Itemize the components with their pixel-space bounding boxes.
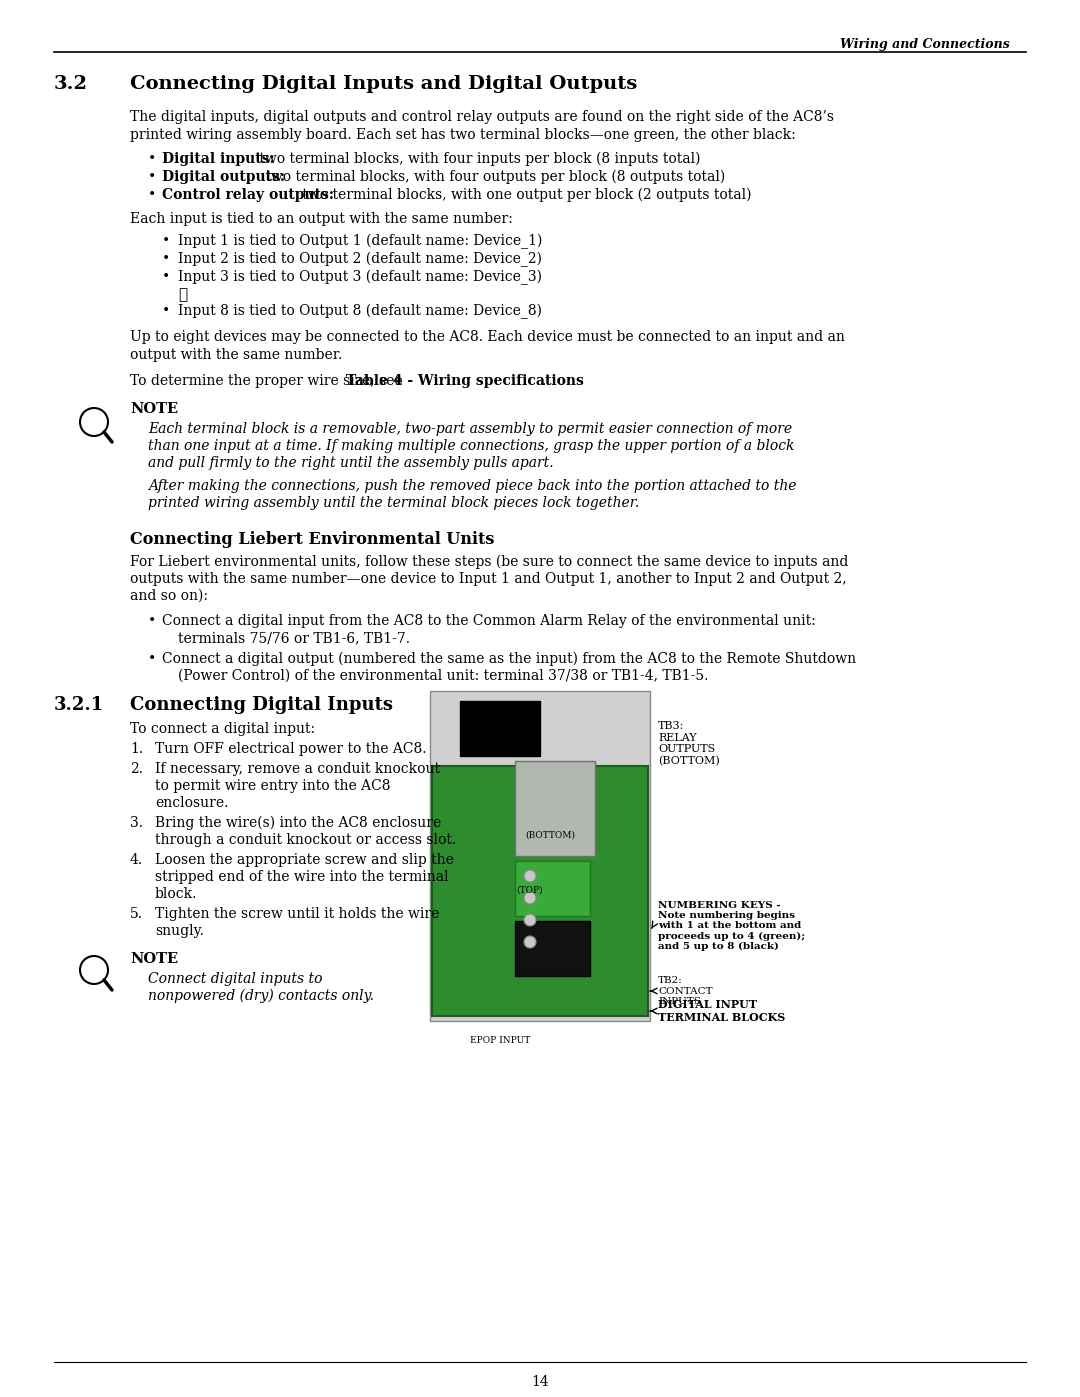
Text: Digital outputs:: Digital outputs: bbox=[162, 170, 285, 184]
Text: output with the same number.: output with the same number. bbox=[130, 348, 342, 362]
Text: Wiring and Connections: Wiring and Connections bbox=[840, 38, 1010, 52]
Text: ⋮: ⋮ bbox=[178, 288, 187, 302]
Text: two terminal blocks, with four inputs per block (8 inputs total): two terminal blocks, with four inputs pe… bbox=[255, 152, 701, 166]
Text: Table 4 - Wiring specifications: Table 4 - Wiring specifications bbox=[347, 374, 584, 388]
Text: •: • bbox=[148, 152, 157, 166]
Circle shape bbox=[524, 870, 536, 882]
FancyBboxPatch shape bbox=[515, 921, 590, 977]
Text: •: • bbox=[148, 652, 157, 666]
Text: and so on):: and so on): bbox=[130, 590, 208, 604]
Text: DIGITAL INPUT
TERMINAL BLOCKS: DIGITAL INPUT TERMINAL BLOCKS bbox=[658, 999, 785, 1023]
Text: outputs with the same number—one device to Input 1 and Output 1, another to Inpu: outputs with the same number—one device … bbox=[130, 571, 847, 585]
Text: 14: 14 bbox=[531, 1375, 549, 1389]
Text: After making the connections, push the removed piece back into the portion attac: After making the connections, push the r… bbox=[148, 479, 797, 493]
Text: to permit wire entry into the AC8: to permit wire entry into the AC8 bbox=[156, 780, 391, 793]
Text: stripped end of the wire into the terminal: stripped end of the wire into the termin… bbox=[156, 870, 448, 884]
Text: (Power Control) of the environmental unit: terminal 37/38 or TB1-4, TB1-5.: (Power Control) of the environmental uni… bbox=[178, 669, 708, 683]
Text: Input 8 is tied to Output 8 (default name: Device_8): Input 8 is tied to Output 8 (default nam… bbox=[178, 305, 542, 320]
Text: Up to eight devices may be connected to the AC8. Each device must be connected t: Up to eight devices may be connected to … bbox=[130, 330, 845, 344]
Text: Turn OFF electrical power to the AC8.: Turn OFF electrical power to the AC8. bbox=[156, 742, 427, 756]
FancyBboxPatch shape bbox=[430, 692, 650, 1021]
Text: TB2:
CONTACT
INPUTS: TB2: CONTACT INPUTS bbox=[658, 977, 713, 1006]
Text: 3.: 3. bbox=[130, 816, 143, 830]
Text: •: • bbox=[162, 270, 171, 284]
Text: •: • bbox=[162, 235, 171, 249]
Text: •: • bbox=[148, 170, 157, 184]
Text: Loosen the appropriate screw and slip the: Loosen the appropriate screw and slip th… bbox=[156, 854, 454, 868]
Text: enclosure.: enclosure. bbox=[156, 796, 228, 810]
Text: Tighten the screw until it holds the wire: Tighten the screw until it holds the wir… bbox=[156, 907, 440, 921]
Text: Bring the wire(s) into the AC8 enclosure: Bring the wire(s) into the AC8 enclosure bbox=[156, 816, 442, 830]
FancyBboxPatch shape bbox=[515, 761, 595, 856]
Text: NOTE: NOTE bbox=[130, 951, 178, 965]
Text: Each input is tied to an output with the same number:: Each input is tied to an output with the… bbox=[130, 212, 513, 226]
Text: Connecting Digital Inputs: Connecting Digital Inputs bbox=[130, 696, 393, 714]
Text: than one input at a time. If making multiple connections, grasp the upper portio: than one input at a time. If making mult… bbox=[148, 439, 795, 453]
Text: NOTE: NOTE bbox=[130, 402, 178, 416]
Text: Each terminal block is a removable, two-part assembly to permit easier connectio: Each terminal block is a removable, two-… bbox=[148, 422, 792, 436]
Circle shape bbox=[524, 893, 536, 904]
Text: two terminal blocks, with four outputs per block (8 outputs total): two terminal blocks, with four outputs p… bbox=[261, 170, 726, 184]
Text: Digital inputs:: Digital inputs: bbox=[162, 152, 274, 166]
Text: printed wiring assembly until the terminal block pieces lock together.: printed wiring assembly until the termin… bbox=[148, 496, 639, 510]
Text: nonpowered (dry) contacts only.: nonpowered (dry) contacts only. bbox=[148, 989, 374, 1003]
Text: For Liebert environmental units, follow these steps (be sure to connect the same: For Liebert environmental units, follow … bbox=[130, 555, 849, 570]
Text: EPOP INPUT: EPOP INPUT bbox=[470, 1037, 530, 1045]
Text: Input 1 is tied to Output 1 (default name: Device_1): Input 1 is tied to Output 1 (default nam… bbox=[178, 235, 542, 249]
FancyBboxPatch shape bbox=[460, 701, 540, 756]
Circle shape bbox=[524, 914, 536, 926]
Text: •: • bbox=[162, 305, 171, 319]
Text: Input 2 is tied to Output 2 (default name: Device_2): Input 2 is tied to Output 2 (default nam… bbox=[178, 251, 542, 267]
Text: terminals 75/76 or TB1-6, TB1-7.: terminals 75/76 or TB1-6, TB1-7. bbox=[178, 631, 410, 645]
Text: snugly.: snugly. bbox=[156, 923, 204, 937]
Text: through a conduit knockout or access slot.: through a conduit knockout or access slo… bbox=[156, 833, 456, 847]
Circle shape bbox=[524, 936, 536, 949]
Text: (BOTTOM): (BOTTOM) bbox=[525, 831, 575, 840]
Text: 1.: 1. bbox=[130, 742, 144, 756]
Text: 4.: 4. bbox=[130, 854, 144, 868]
Text: TB3:
RELAY
OUTPUTS
(BOTTOM): TB3: RELAY OUTPUTS (BOTTOM) bbox=[658, 721, 719, 766]
Text: Connect digital inputs to: Connect digital inputs to bbox=[148, 972, 323, 986]
Text: Connecting Digital Inputs and Digital Outputs: Connecting Digital Inputs and Digital Ou… bbox=[130, 75, 637, 94]
Text: block.: block. bbox=[156, 887, 198, 901]
Text: If necessary, remove a conduit knockout: If necessary, remove a conduit knockout bbox=[156, 761, 440, 775]
Text: (TOP): (TOP) bbox=[516, 886, 543, 895]
Text: Control relay outputs:: Control relay outputs: bbox=[162, 189, 334, 203]
Text: 5.: 5. bbox=[130, 907, 143, 921]
Text: Connect a digital input from the AC8 to the Common Alarm Relay of the environmen: Connect a digital input from the AC8 to … bbox=[162, 615, 815, 629]
Text: 3.2: 3.2 bbox=[54, 75, 87, 94]
Text: •: • bbox=[162, 251, 171, 265]
Text: two terminal blocks, with one output per block (2 outputs total): two terminal blocks, with one output per… bbox=[298, 189, 752, 203]
Text: .: . bbox=[542, 374, 546, 388]
Text: 3.2.1: 3.2.1 bbox=[54, 696, 105, 714]
Text: •: • bbox=[148, 189, 157, 203]
Text: •: • bbox=[148, 615, 157, 629]
Text: Connect a digital output (numbered the same as the input) from the AC8 to the Re: Connect a digital output (numbered the s… bbox=[162, 652, 856, 666]
Text: Input 3 is tied to Output 3 (default name: Device_3): Input 3 is tied to Output 3 (default nam… bbox=[178, 270, 542, 285]
Text: printed wiring assembly board. Each set has two terminal blocks—one green, the o: printed wiring assembly board. Each set … bbox=[130, 129, 796, 142]
Text: To connect a digital input:: To connect a digital input: bbox=[130, 722, 315, 736]
Text: NUMBERING KEYS -
Note numbering begins
with 1 at the bottom and
proceeds up to 4: NUMBERING KEYS - Note numbering begins w… bbox=[658, 901, 805, 951]
Text: 2.: 2. bbox=[130, 761, 143, 775]
Text: To determine the proper wire size, see: To determine the proper wire size, see bbox=[130, 374, 407, 388]
Text: Connecting Liebert Environmental Units: Connecting Liebert Environmental Units bbox=[130, 531, 495, 548]
Text: and pull firmly to the right until the assembly pulls apart.: and pull firmly to the right until the a… bbox=[148, 455, 554, 469]
FancyBboxPatch shape bbox=[432, 766, 648, 1016]
FancyBboxPatch shape bbox=[515, 861, 590, 916]
Text: The digital inputs, digital outputs and control relay outputs are found on the r: The digital inputs, digital outputs and … bbox=[130, 110, 834, 124]
